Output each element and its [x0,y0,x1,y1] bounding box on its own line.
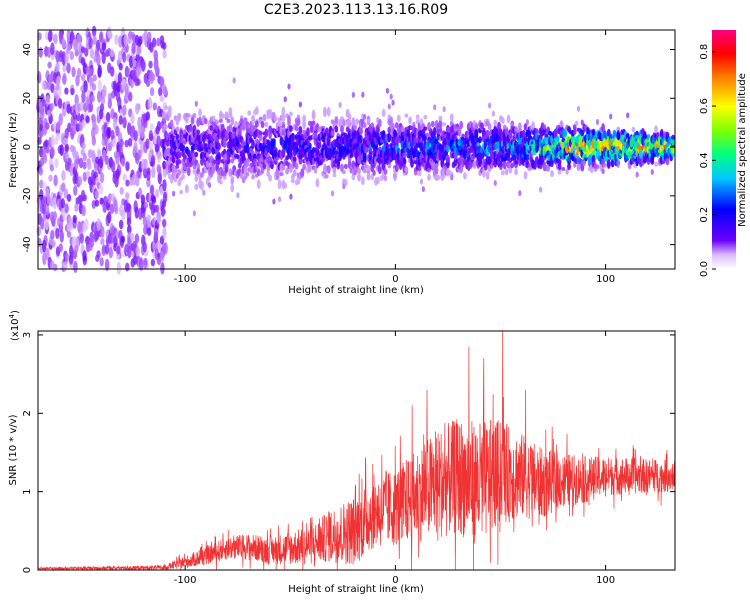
spectrogram-xtick-label: 0 [392,274,398,285]
spectrogram-ytick-label: 20 [22,92,33,105]
snr-multiplier-exp: 4 [8,313,16,318]
snr-ytick-label: 1 [22,488,33,494]
colorbar-tick-label: 0.0 [699,261,710,277]
spectrogram-xlabel: Height of straight line (km) [288,285,424,296]
snr-ticks: -100 0 100 0 1 2 3 [22,331,675,586]
snr-panel: -100 0 100 0 1 2 3 Height of straight line (km… [8,310,676,595]
colorbar-ticks: 0.0 0.2 0.4 0.6 0.8 [699,44,716,277]
spectrogram-ticks: -100 0 100 -40 -20 0 20 40 [22,30,675,285]
snr-xtick-label: -100 [174,575,197,586]
snr-xtick-label: 100 [596,575,615,586]
spectrogram-ytick-label: 0 [22,144,33,150]
snr-bg [38,331,675,570]
spectrogram-frame [37,29,676,270]
spectrogram-ytick-label: 40 [22,43,33,56]
snr-xlabel: Height of straight line (km) [288,584,424,595]
spectrogram-panel: -100 0 100 -40 -20 0 20 40 Height of straight l… [8,25,676,296]
colorbar: 0.0 0.2 0.4 0.6 0.8 Normalized spectral ampl… [699,30,748,277]
colorbar-tick-label: 0.6 [699,98,710,114]
spectrogram-xtick-label: -100 [174,274,197,285]
snr-ytick-label: 0 [22,567,33,573]
spectrogram-xtick-label: 100 [596,274,615,285]
colorbar-tick-label: 0.8 [699,44,710,60]
spectrogram-ytick-label: -20 [22,188,33,204]
snr-frame [37,330,676,571]
snr-ytick-label: 2 [22,410,33,416]
colorbar-tick-label: 0.4 [699,152,710,168]
colorbar-tick-label: 0.2 [699,207,710,223]
svg-text:(x104): (x104) [8,310,21,341]
figure-title: C2E3.2023.113.13.16.R09 [264,2,448,18]
colorbar-label: Normalized spectral amplitude [737,73,748,227]
spectrogram-ylabel: Frequency (Hz) [8,112,19,188]
snr-xtick-label: 0 [392,575,398,586]
spectrogram-heat-layer [36,25,676,275]
snr-ylabel: SNR (10 * v/v) [8,414,19,485]
spectrogram-ytick-label: -40 [22,236,33,252]
snr-ytick-label: 3 [22,332,33,338]
snr-multiplier: (x104) [8,310,21,341]
colorbar-gradient [712,30,736,269]
snr-series [37,330,676,572]
snr-multiplier-base: (x10 [10,318,21,341]
snr-multiplier-close: ) [10,310,21,314]
